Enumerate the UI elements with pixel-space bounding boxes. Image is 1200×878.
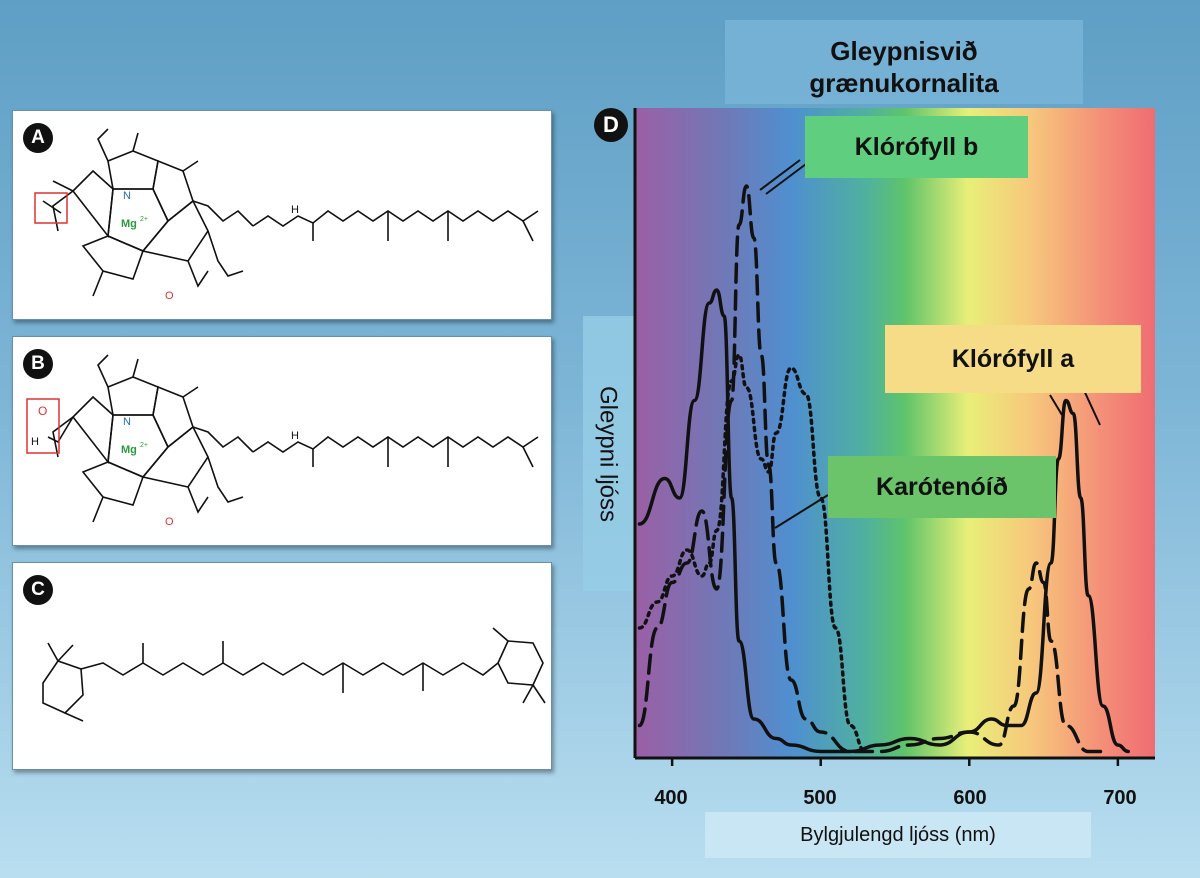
- absorption-curve-chlorophyll-b: [637, 184, 1105, 754]
- spectrum-plot-area: [635, 108, 1155, 758]
- chlorophyll-a-structure: N Mg 2+ O H: [34, 128, 539, 302]
- chlorophyll-b-structure: O H N Mg 2+ O H: [26, 354, 539, 528]
- nitrogen-label: N: [123, 190, 131, 202]
- spectrum-title-box: [725, 20, 1083, 104]
- panel-letter-c: C: [23, 575, 53, 605]
- panel-c: C: [12, 562, 552, 770]
- magnesium-label: Mg: [121, 218, 137, 230]
- aldehyde-hydrogen-label: H: [31, 436, 39, 448]
- panel-letter-a: A: [23, 123, 53, 153]
- panel-b: O H N Mg 2+ O H B: [12, 336, 552, 546]
- panel-letter-b: B: [23, 349, 53, 379]
- absorption-curve-chlorophyll-a: [637, 288, 1131, 754]
- hydrogen-label: H: [291, 430, 299, 442]
- xlabel-box: [705, 812, 1091, 858]
- x-axis-label: Bylgjulengd ljóss (nm): [800, 824, 996, 846]
- panel-a: N Mg 2+ O H A: [12, 110, 552, 320]
- chl-b-label: Klórófyll b: [805, 116, 1028, 178]
- chl-a-label: Klórófyll a: [885, 325, 1141, 393]
- spectrum-title-line1: Gleypnisvið: [830, 36, 978, 66]
- chl-b-label-text: Klórófyll b: [854, 133, 979, 161]
- ylabel-box: [583, 316, 635, 591]
- nitrogen-label: N: [123, 416, 131, 428]
- carotenoid-leader: [774, 494, 829, 529]
- x-tick-label-400: 400: [654, 787, 688, 809]
- x-tick-label-600: 600: [953, 787, 987, 809]
- carotenoid-label: Karótenóíð: [828, 456, 1056, 518]
- mg-charge-label: 2+: [140, 442, 148, 449]
- x-tick-label-500: 500: [803, 787, 837, 809]
- chl-a-leader-2: [1049, 394, 1063, 416]
- oxygen-label: O: [165, 516, 174, 528]
- absorption-curve-carotenoid: [637, 353, 868, 754]
- panel-letter-d: D: [594, 108, 628, 142]
- oxygen-label: O: [165, 290, 174, 302]
- magnesium-label: Mg: [121, 444, 137, 456]
- carotenoid-label-text: Karótenóíð: [876, 473, 1008, 501]
- x-tick-label-700: 700: [1103, 787, 1137, 809]
- spectrum-title-line2: grænukornalita: [809, 68, 999, 98]
- hydrogen-label: H: [291, 204, 299, 216]
- chl-b-leader-2: [765, 163, 807, 195]
- mg-charge-label: 2+: [140, 216, 148, 223]
- beta-carotene-structure: [42, 627, 546, 722]
- chl-a-label-text: Klórófyll a: [951, 345, 1075, 373]
- aldehyde-oxygen-label: O: [38, 404, 47, 418]
- chl-b-leader: [759, 159, 801, 191]
